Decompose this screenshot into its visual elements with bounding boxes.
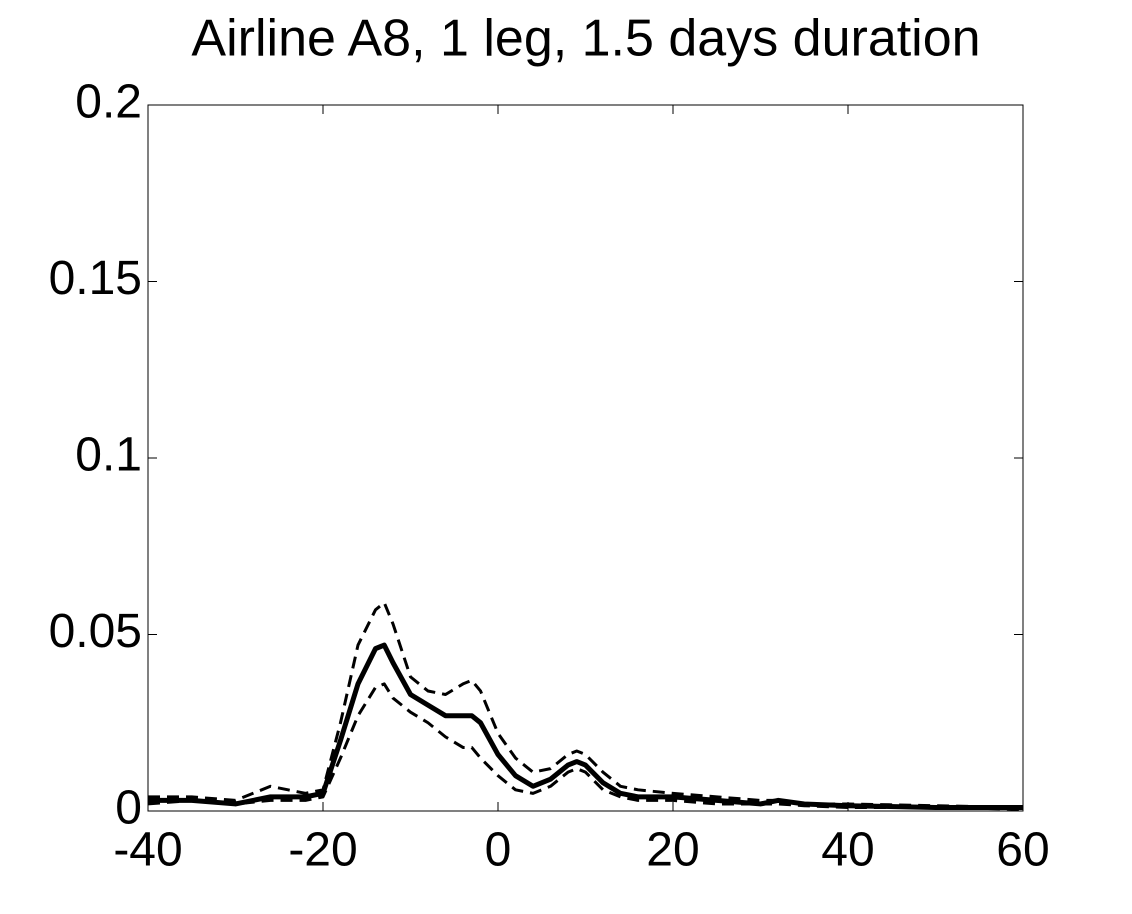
data-line: [148, 601, 1024, 809]
x-tick-label: 60: [996, 824, 1049, 877]
x-tick-label: -20: [288, 824, 357, 877]
data-line: [147, 682, 1024, 811]
y-tick-label: 0.05: [49, 605, 142, 658]
x-tick-label: 20: [646, 824, 699, 877]
x-tick-label: 40: [821, 824, 874, 877]
x-tick-label: -40: [113, 824, 182, 877]
y-tick-label: 0.15: [49, 252, 142, 305]
chart-title: Airline A8, 1 leg, 1.5 days duration: [191, 10, 980, 68]
y-tick-label: 0: [115, 782, 142, 835]
y-tick-label: 0.1: [75, 429, 142, 482]
x-tick-label: 0: [485, 824, 512, 877]
data-line: [148, 642, 1023, 810]
y-tick-label: 0.2: [75, 76, 142, 129]
